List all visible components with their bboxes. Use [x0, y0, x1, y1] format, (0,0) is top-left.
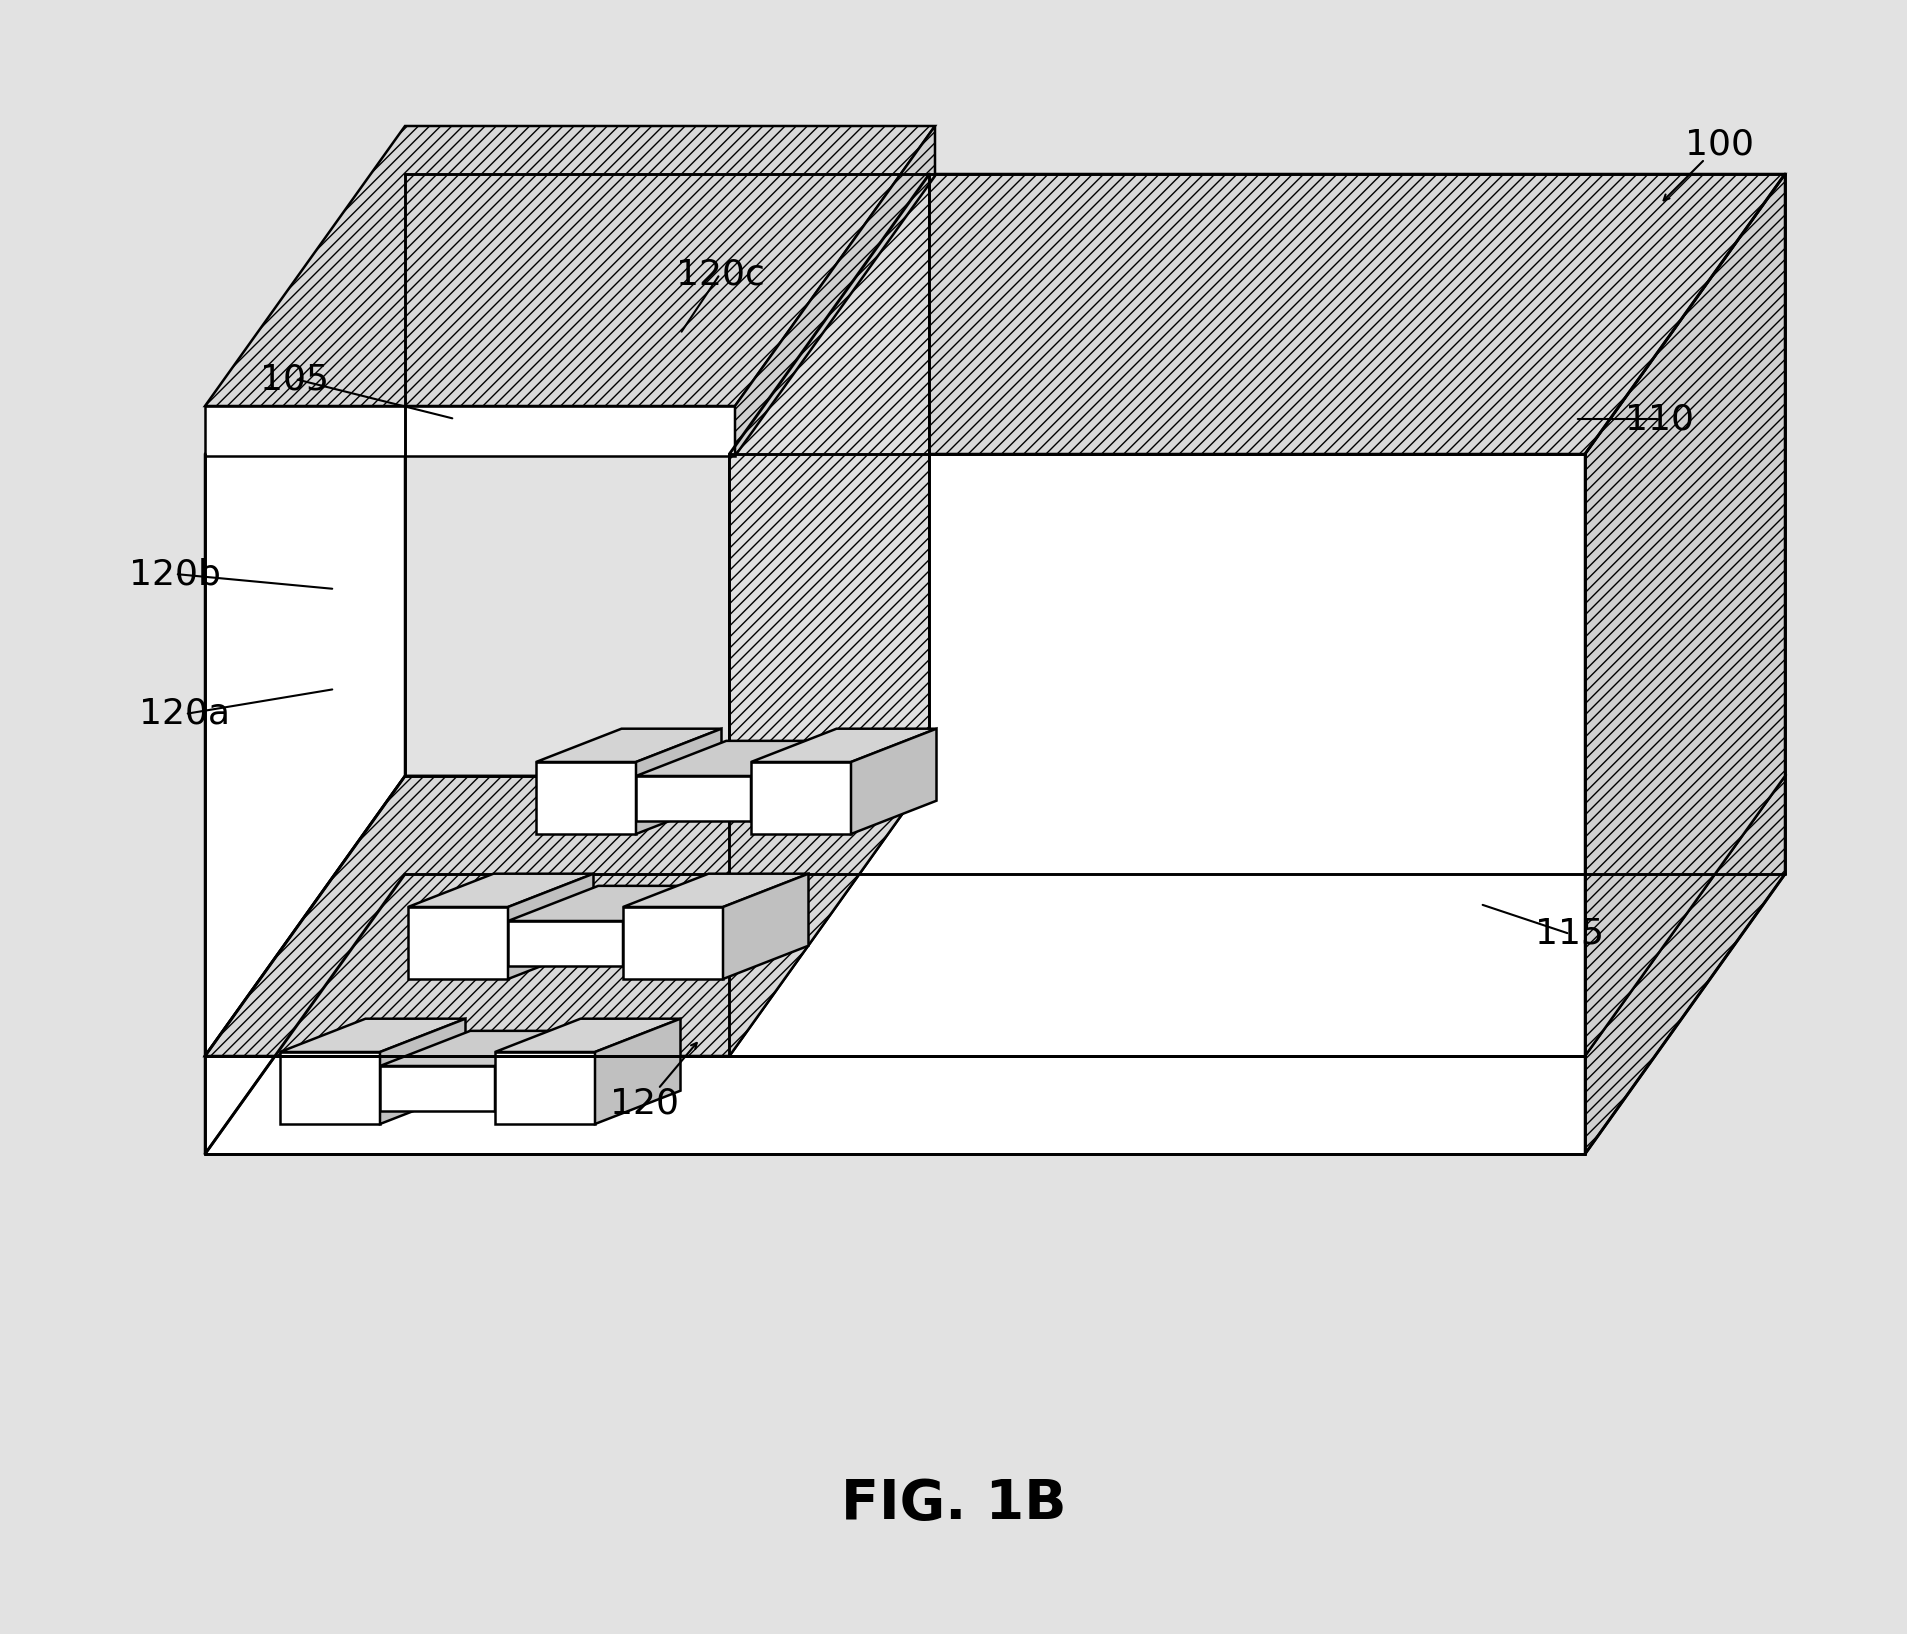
Polygon shape — [494, 1018, 681, 1052]
Polygon shape — [204, 405, 734, 456]
Text: 120c: 120c — [675, 257, 765, 291]
Polygon shape — [635, 729, 721, 833]
Polygon shape — [204, 126, 934, 405]
Polygon shape — [1585, 173, 1785, 1056]
Polygon shape — [851, 729, 936, 833]
Polygon shape — [494, 1052, 595, 1124]
Polygon shape — [624, 907, 723, 979]
Polygon shape — [734, 126, 934, 456]
Polygon shape — [507, 886, 713, 922]
Polygon shape — [404, 173, 1785, 454]
Polygon shape — [536, 761, 635, 833]
Polygon shape — [635, 740, 841, 776]
Polygon shape — [723, 874, 809, 979]
Polygon shape — [408, 874, 593, 907]
Polygon shape — [204, 776, 1785, 1056]
Polygon shape — [204, 776, 929, 1056]
Text: 115: 115 — [1535, 917, 1604, 951]
Text: 120a: 120a — [139, 698, 231, 730]
Polygon shape — [280, 1052, 379, 1124]
Polygon shape — [536, 729, 721, 761]
Text: FIG. 1B: FIG. 1B — [841, 1477, 1066, 1531]
Polygon shape — [204, 776, 404, 1154]
Polygon shape — [624, 874, 809, 907]
Polygon shape — [507, 922, 624, 966]
Polygon shape — [728, 173, 929, 1056]
Polygon shape — [379, 1031, 585, 1065]
Polygon shape — [494, 1031, 585, 1111]
Polygon shape — [204, 1056, 1585, 1154]
Polygon shape — [379, 1018, 465, 1124]
Polygon shape — [635, 776, 751, 820]
Polygon shape — [507, 874, 593, 979]
Polygon shape — [408, 907, 507, 979]
Polygon shape — [624, 886, 713, 966]
Text: 100: 100 — [1684, 127, 1754, 162]
Polygon shape — [1585, 776, 1785, 1154]
Polygon shape — [751, 729, 936, 761]
Text: 110: 110 — [1625, 402, 1693, 436]
Text: 120: 120 — [610, 1087, 679, 1121]
Polygon shape — [379, 1065, 494, 1111]
Polygon shape — [204, 173, 404, 1056]
Text: 120b: 120b — [130, 557, 221, 592]
Polygon shape — [595, 1018, 681, 1124]
Polygon shape — [280, 1018, 465, 1052]
Polygon shape — [728, 454, 1585, 1056]
Polygon shape — [751, 740, 841, 820]
Text: 105: 105 — [261, 363, 330, 395]
Polygon shape — [751, 761, 851, 833]
